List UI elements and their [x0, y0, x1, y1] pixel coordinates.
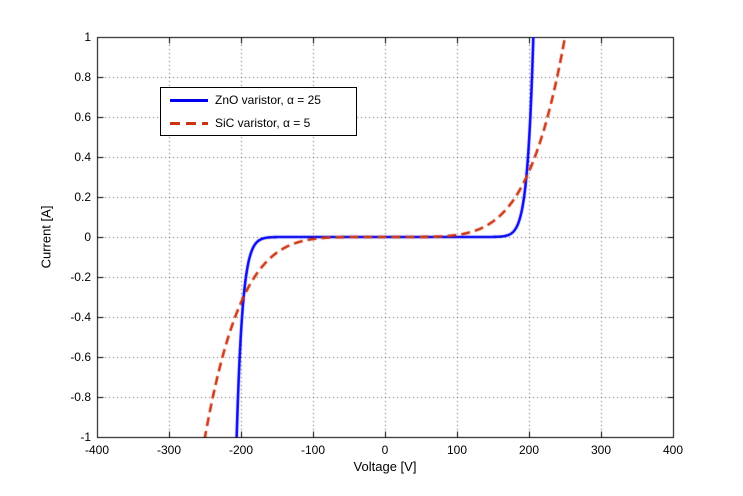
- x-tick-label: -200: [228, 443, 254, 457]
- x-tick-label: 100: [446, 443, 468, 457]
- y-tick-label: -0.4: [70, 310, 91, 324]
- legend-label-sic: SiC varistor, α = 5: [215, 116, 311, 130]
- x-tick-label: -400: [84, 443, 110, 457]
- legend-entry-zno: ZnO varistor, α = 25: [170, 91, 356, 109]
- legend-entry-sic: SiC varistor, α = 5: [170, 114, 356, 132]
- y-tick-label: -0.2: [70, 270, 91, 284]
- y-tick-label: -0.6: [70, 350, 91, 364]
- y-tick-label: 0.2: [74, 190, 91, 204]
- y-tick-label: 0.8: [74, 70, 91, 84]
- y-tick-label: 1: [84, 30, 91, 44]
- x-tick-label: -300: [156, 443, 182, 457]
- x-tick-label: 300: [590, 443, 612, 457]
- sic-line-sample-icon: [170, 121, 208, 125]
- x-axis-title: Voltage [V]: [353, 459, 417, 474]
- x-tick-label: 0: [381, 443, 389, 457]
- y-tick-label: 0.4: [74, 150, 91, 164]
- x-tick-label: 400: [662, 443, 684, 457]
- y-tick-label: -0.8: [70, 390, 91, 404]
- x-tick-label: -100: [300, 443, 326, 457]
- legend: ZnO varistor, α = 25 SiC varistor, α = 5: [160, 87, 357, 136]
- y-tick-label: 0.6: [74, 110, 91, 124]
- y-tick-label: -1: [80, 430, 91, 444]
- y-tick-label: 0: [84, 230, 91, 244]
- zno-line-sample-icon: [170, 98, 208, 102]
- x-tick-label: 200: [518, 443, 540, 457]
- legend-label-zno: ZnO varistor, α = 25: [215, 93, 321, 107]
